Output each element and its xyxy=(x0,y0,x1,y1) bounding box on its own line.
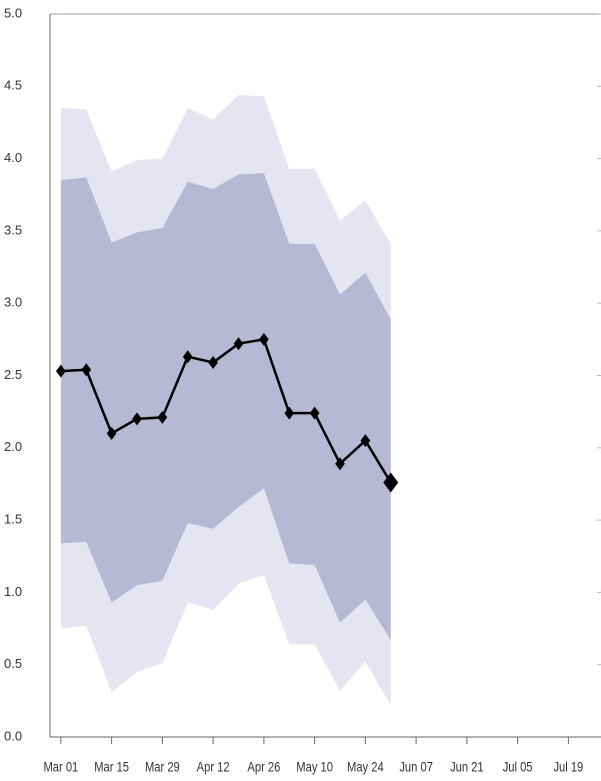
y-tick-label: 2.0 xyxy=(4,439,22,454)
x-tick-label: May 10 xyxy=(296,760,333,775)
marker xyxy=(157,410,168,424)
x-tick-label: May 24 xyxy=(347,760,384,775)
marker xyxy=(259,332,269,346)
y-tick-label: 4.5 xyxy=(4,78,22,93)
line xyxy=(60,337,392,484)
y-tick-label: 4.0 xyxy=(4,150,22,165)
marker xyxy=(132,412,142,426)
x-tick-label: Mar 15 xyxy=(94,760,129,775)
marker xyxy=(309,406,320,420)
y-tick-label: 1.5 xyxy=(4,512,22,527)
y-tick-label: 3.5 xyxy=(4,222,22,237)
marker xyxy=(182,350,193,364)
marker xyxy=(233,337,244,351)
band xyxy=(60,173,391,641)
x-tick-label: Apr 12 xyxy=(197,760,230,775)
y-tick-label: 2.5 xyxy=(4,367,22,382)
x-tick-label: Mar 01 xyxy=(43,760,78,775)
marker xyxy=(56,364,66,378)
marker xyxy=(81,363,92,377)
marker xyxy=(360,434,371,448)
marker xyxy=(335,457,345,471)
marker xyxy=(106,426,117,440)
y-tick-label: 0.5 xyxy=(4,656,22,671)
y-tick-label: 0.0 xyxy=(4,728,22,743)
marker xyxy=(383,472,399,493)
x-tick-label: Mar 29 xyxy=(145,760,180,775)
x-tick-label: Jun 07 xyxy=(399,760,433,775)
x-tick-label: Jul 19 xyxy=(553,760,583,775)
x-tick-label: Jul 05 xyxy=(503,760,533,775)
x-tick-label: Apr 26 xyxy=(247,760,280,775)
marker xyxy=(208,355,218,369)
y-tick-label: 1.0 xyxy=(4,584,22,599)
y-tick-label: 3.0 xyxy=(4,295,22,310)
marker xyxy=(284,406,295,420)
x-tick-label: Jun 21 xyxy=(450,760,484,775)
y-tick-label: 5.0 xyxy=(4,5,22,20)
